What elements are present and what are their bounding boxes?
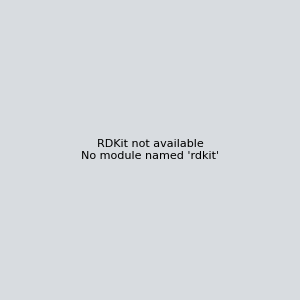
Text: RDKit not available
No module named 'rdkit': RDKit not available No module named 'rdk… (81, 139, 219, 161)
